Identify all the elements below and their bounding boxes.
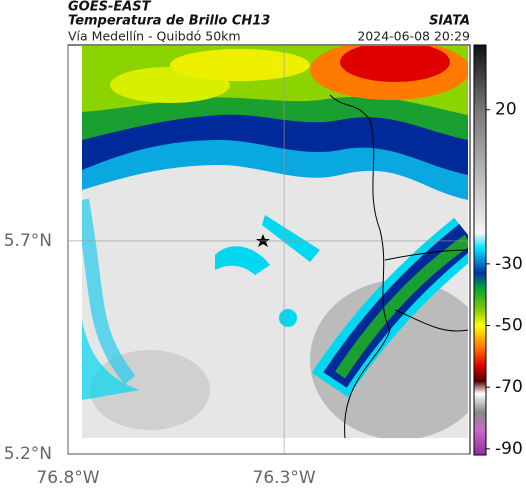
colorbar-tick-label: -70 xyxy=(495,377,523,397)
title: Temperatura de Brillo CH13 xyxy=(68,14,270,29)
colorbar xyxy=(473,44,487,456)
org: SIATA xyxy=(429,14,470,29)
imagery xyxy=(82,46,468,438)
y-tick-label: 5.7°N xyxy=(4,231,52,251)
colorbar-tick-label: -30 xyxy=(495,254,523,274)
y-tick-label: 5.2°N xyxy=(4,444,52,464)
source: GOES-EAST xyxy=(68,0,152,15)
subtitle: Vía Medellín - Quibdó 50km xyxy=(68,29,241,44)
colorbar-tick-label: -50 xyxy=(495,316,523,336)
location-marker xyxy=(256,234,270,247)
datetime: 2024-06-08 20:29 xyxy=(357,29,470,44)
x-tick-label: 76.3°W xyxy=(253,468,316,488)
colorbar-tick-label: -90 xyxy=(495,439,523,459)
colorbar-tick-label: 20 xyxy=(495,100,517,120)
x-tick-label: 76.8°W xyxy=(36,468,99,488)
